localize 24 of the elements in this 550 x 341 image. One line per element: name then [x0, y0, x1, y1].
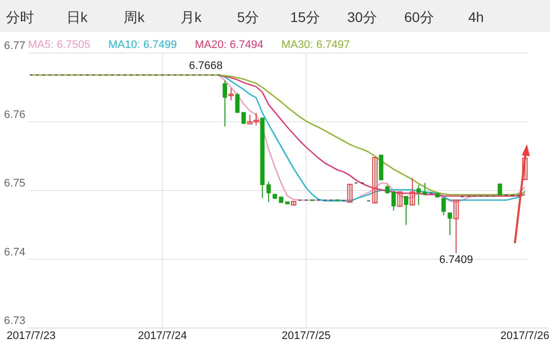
annotation: 6.7409: [439, 254, 473, 266]
text: 日k: [66, 9, 88, 25]
y-tick-label: 6.73: [4, 315, 26, 327]
text: MA30: 6.7497: [281, 39, 350, 51]
text: 5分: [237, 9, 259, 25]
text: 分时: [6, 9, 34, 25]
annotation: 6.7668: [188, 60, 223, 72]
text: 周k: [124, 9, 146, 25]
text: MA10: 6.7499: [108, 39, 177, 51]
text: 月k: [180, 9, 202, 25]
x-tick-label: 2017/7/25: [282, 330, 331, 341]
text: 4h: [468, 9, 484, 25]
text: 60分: [404, 9, 434, 25]
x-tick-label: 2017/7/23: [6, 330, 56, 341]
y-tick-label: 6.77: [4, 40, 26, 52]
text: 15分: [290, 9, 320, 25]
x-tick-label: 2017/7/26: [500, 330, 550, 341]
y-tick-label: 6.75: [4, 178, 26, 190]
text: MA5: 6.7505: [28, 39, 90, 51]
y-tick-label: 6.76: [4, 108, 26, 121]
text: MA20: 6.7494: [194, 39, 264, 51]
x-tick-label: 2017/7/24: [138, 330, 187, 341]
text: 30分: [347, 9, 377, 25]
y-tick-label: 6.74: [4, 246, 26, 258]
